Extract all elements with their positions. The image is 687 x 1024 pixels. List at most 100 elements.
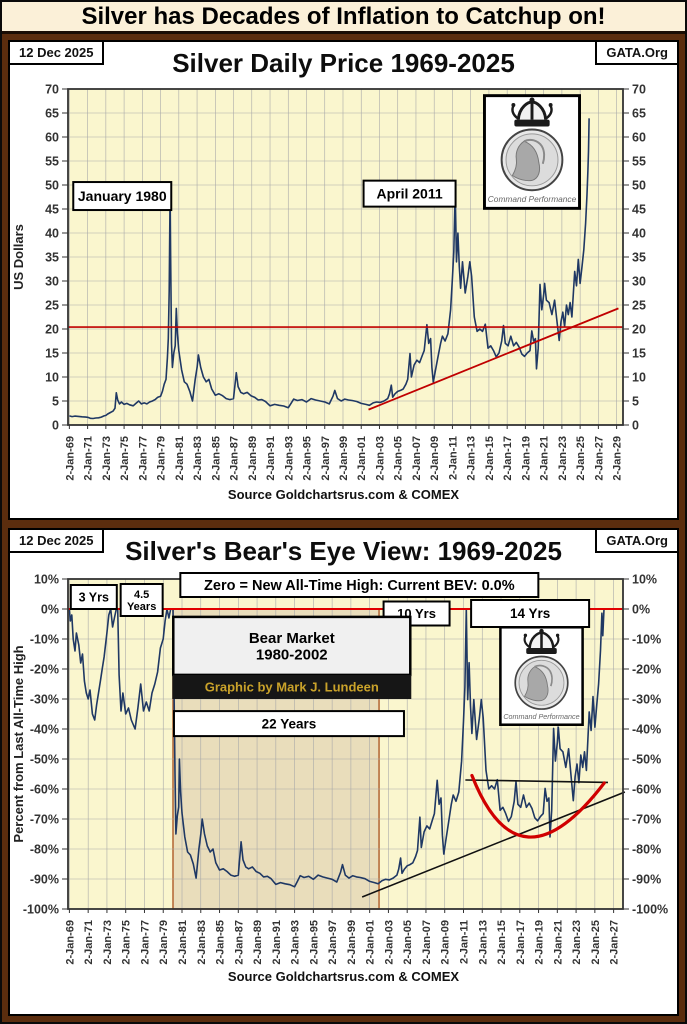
y-tick-label: 55 <box>45 155 59 169</box>
x-tick-label: 2-Jan-85 <box>215 920 227 965</box>
y-tick-label: -40% <box>30 723 59 737</box>
y-tick-label: -30% <box>632 693 661 707</box>
x-tick-label: 2-Jan-75 <box>121 920 133 965</box>
x-tick-label: 2-Jan-99 <box>338 436 350 481</box>
price-chart-title: Silver Daily Price 1969-2025 <box>172 48 515 78</box>
y-tick-label: 15 <box>45 347 59 361</box>
annotation-bear-market-box <box>172 615 412 677</box>
x-tick-label: 2-Jan-09 <box>429 436 441 481</box>
annotation-3-yrs-box <box>69 584 118 610</box>
uptrend-line <box>368 307 619 411</box>
y-tick-label: 0% <box>632 603 650 617</box>
x-tick-label: 2-Jan-05 <box>402 920 414 965</box>
annotation-4-5-years-label: 4.5 <box>134 589 149 601</box>
x-tick-label: 2-Jan-11 <box>458 920 470 964</box>
org-box: GATA.Org <box>595 42 677 65</box>
y-tick-label: 5 <box>52 395 59 409</box>
x-tick-label: 2-Jan-87 <box>229 436 241 481</box>
x-tick-label: 2-Jan-77 <box>139 920 151 965</box>
x-tick-label: 2-Jan-87 <box>233 920 245 965</box>
x-tick-label: 2-Jan-95 <box>308 920 320 965</box>
x-tick-label: 2-Jan-69 <box>64 436 76 481</box>
x-tick-label: 2-Jan-03 <box>374 436 386 481</box>
y-tick-label: 10% <box>34 573 59 587</box>
coin-logo-caption: Command Performance <box>488 194 577 204</box>
y-tick-label: 60 <box>632 131 646 145</box>
y-tick-label: -100% <box>632 903 668 917</box>
y-tick-label: 45 <box>632 203 646 217</box>
annotation-4-5-years-label: Years <box>127 601 156 613</box>
annotation-april-2011-box <box>362 179 457 208</box>
annotation-4-5-years-box <box>119 583 164 617</box>
y-tick-label: 10 <box>45 371 59 385</box>
y-tick-label: 40 <box>632 227 646 241</box>
x-tick-label: 2-Jan-07 <box>421 920 433 965</box>
date-label: 12 Dec 2025 <box>19 45 94 60</box>
y-tick-label: 15 <box>632 347 646 361</box>
annotation-january-1980-label: January 1980 <box>78 188 167 204</box>
y-tick-label: 55 <box>632 155 646 169</box>
date-box: 12 Dec 2025 <box>10 42 105 65</box>
x-tick-label: 2-Jan-17 <box>502 436 514 481</box>
x-tick-label: 2-Jan-11 <box>447 436 459 480</box>
bev-chart-wrap: 2-Jan-69 2-Jan-71 2-Jan-73 2-Jan-75 2-Jan-77… <box>11 567 676 973</box>
y-tick-label: 25 <box>632 299 646 313</box>
y-tick-label: 65 <box>632 107 646 121</box>
frame: 12 Dec 2025 GATA.Org Silver Daily Price … <box>2 34 685 1022</box>
panel-price-chart: 12 Dec 2025 GATA.Org Silver Daily Price … <box>8 40 679 520</box>
x-tick-label: 2-Jan-19 <box>534 920 546 965</box>
bev-chart-title: Silver's Bear's Eye View: 1969-2025 <box>125 536 562 566</box>
y-axis-title: US Dollars <box>11 224 26 290</box>
x-tick-label: 2-Jan-89 <box>252 920 264 965</box>
org-box: GATA.Org <box>595 530 677 553</box>
y-tick-label: 30 <box>632 275 646 289</box>
annotation-3-yrs-label: 3 Yrs <box>79 590 109 604</box>
x-tick-label: 2-Jan-03 <box>383 920 395 965</box>
x-tick-label: 2-Jan-99 <box>346 920 358 965</box>
banner: Silver has Decades of Inflation to Catch… <box>2 2 685 34</box>
x-tick-label: 2-Jan-17 <box>515 920 527 965</box>
y-tick-label: -20% <box>30 663 59 677</box>
y-tick-label: -20% <box>632 663 661 677</box>
y-tick-label: 70 <box>632 83 646 97</box>
y-tick-label: -50% <box>30 753 59 767</box>
org-label: GATA.Org <box>606 45 668 60</box>
y-tick-label: 0 <box>52 419 59 433</box>
x-tick-label: 2-Jan-23 <box>557 436 569 481</box>
x-tick-label: 2-Jan-71 <box>83 920 95 965</box>
plot-frame <box>67 88 624 426</box>
y-tick-label: 65 <box>45 107 59 121</box>
cup-curve <box>470 773 606 839</box>
x-tick-label: 2-Jan-21 <box>552 920 564 965</box>
y-tick-label: -70% <box>30 813 59 827</box>
panel-bev-chart: 12 Dec 2025 GATA.Org Silver's Bear's Eye… <box>8 528 679 1016</box>
x-tick-label: 2-Jan-95 <box>302 436 314 481</box>
x-tick-label: 2-Jan-91 <box>265 436 277 481</box>
x-tick-label: 2-Jan-89 <box>247 436 259 481</box>
x-tick-label: 2-Jan-85 <box>210 436 222 481</box>
annotation-graphic-credit-box <box>172 675 412 699</box>
x-tick-label: 2-Jan-93 <box>290 920 302 965</box>
date-box: 12 Dec 2025 <box>10 530 105 553</box>
y-tick-label: 0 <box>632 419 639 433</box>
y-tick-label: 35 <box>632 251 646 265</box>
x-tick-label: 2-Jan-23 <box>571 920 583 965</box>
y-tick-label: 50 <box>632 179 646 193</box>
annotation-january-1980-box <box>72 181 173 212</box>
x-tick-label: 2-Jan-79 <box>156 436 168 481</box>
x-tick-label: 2-Jan-15 <box>496 920 508 965</box>
y-tick-label: 30 <box>45 275 59 289</box>
crown-icon <box>523 628 560 654</box>
x-tick-label: 2-Jan-13 <box>466 436 478 481</box>
x-tick-label: 2-Jan-07 <box>411 436 423 481</box>
x-tick-label: 2-Jan-71 <box>83 436 95 481</box>
date-label: 12 Dec 2025 <box>19 533 94 548</box>
x-tick-label: 2-Jan-09 <box>440 920 452 965</box>
y-tick-label: -50% <box>632 753 661 767</box>
y-tick-label: -10% <box>632 633 661 647</box>
y-tick-label: -100% <box>23 903 59 917</box>
x-tick-label: 2-Jan-19 <box>520 436 532 481</box>
x-tick-label: 2-Jan-91 <box>271 920 283 965</box>
annotation-22-years-label: 22 Years <box>262 716 317 731</box>
